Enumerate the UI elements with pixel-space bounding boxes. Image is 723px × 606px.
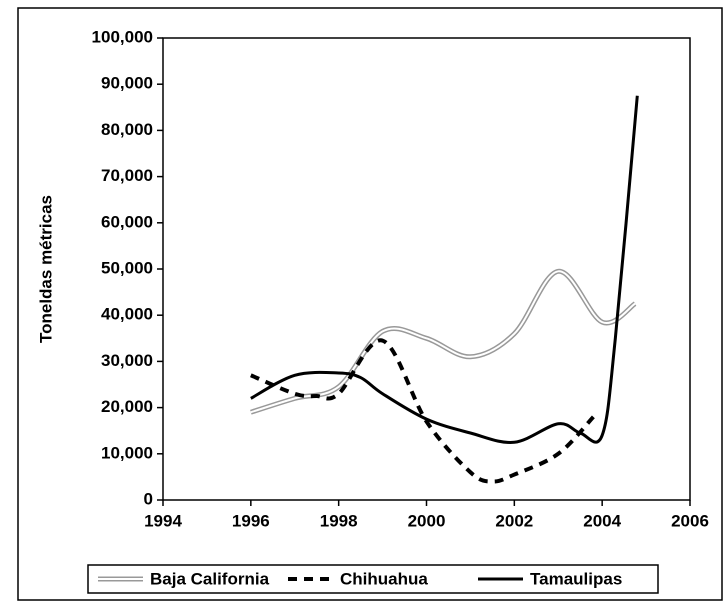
x-tick-label: 2000 — [408, 511, 446, 530]
y-tick-label: 50,000 — [101, 258, 153, 277]
chart-border — [17, 7, 723, 601]
plot-area — [162, 37, 691, 501]
x-tick-label: 1998 — [320, 511, 358, 530]
y-tick-label: 70,000 — [101, 166, 153, 185]
y-tick-label: 0 — [144, 489, 153, 508]
line-highlight — [250, 270, 636, 414]
x-tick-label: 1996 — [232, 511, 270, 530]
legend-label: Baja California — [150, 569, 270, 588]
legend-label: Chihuahua — [340, 569, 428, 588]
series-line — [250, 268, 637, 415]
series-line — [250, 95, 639, 444]
x-tick-label: 1994 — [144, 511, 182, 530]
y-axis-label: Toneldas métricas — [36, 195, 55, 343]
y-tick-label: 40,000 — [101, 305, 153, 324]
legend-label: Tamaulipas — [530, 569, 622, 588]
x-tick-label: 2002 — [495, 511, 533, 530]
legend-box — [87, 564, 659, 594]
y-tick-label: 80,000 — [101, 120, 153, 139]
y-tick-label: 20,000 — [101, 397, 153, 416]
x-tick-label: 2006 — [671, 511, 709, 530]
y-tick-label: 30,000 — [101, 351, 153, 370]
y-tick-label: 90,000 — [101, 74, 153, 93]
x-tick-label: 2004 — [583, 511, 621, 530]
series-line — [250, 338, 595, 484]
y-tick-label: 100,000 — [92, 27, 153, 46]
y-tick-label: 60,000 — [101, 212, 153, 231]
y-tick-label: 10,000 — [101, 443, 153, 462]
